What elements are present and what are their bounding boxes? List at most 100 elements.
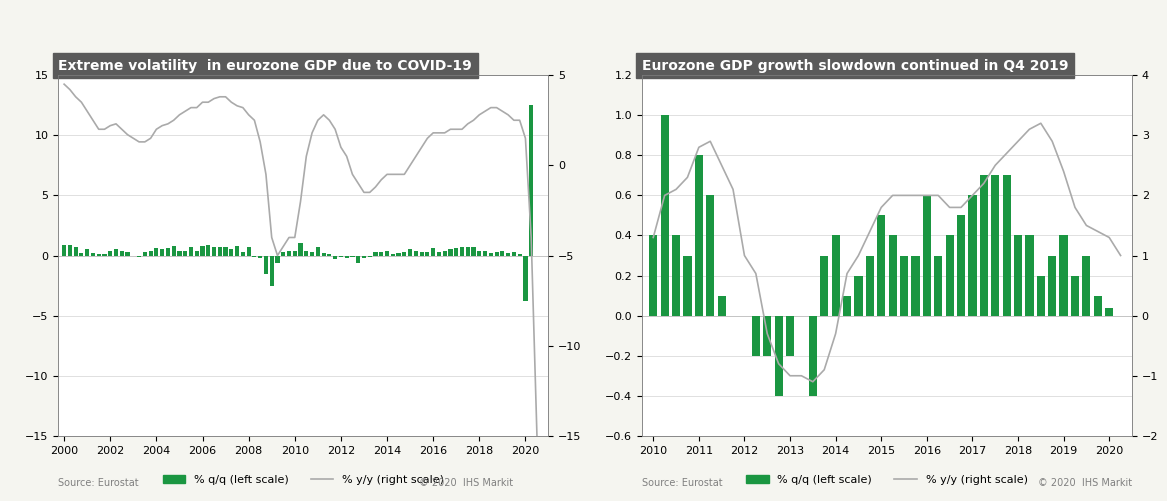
Bar — [379, 252, 383, 256]
Bar — [85, 249, 89, 256]
Bar — [752, 316, 760, 356]
Bar — [431, 248, 435, 256]
Bar — [68, 244, 72, 256]
Bar — [425, 252, 429, 256]
Bar — [489, 253, 492, 256]
Bar — [195, 250, 198, 256]
Bar — [109, 250, 112, 256]
Bar — [189, 247, 193, 256]
Bar — [166, 248, 170, 256]
Bar — [518, 255, 522, 256]
Bar — [305, 250, 308, 256]
Bar — [403, 252, 406, 256]
Bar — [911, 256, 920, 316]
Bar — [310, 252, 314, 256]
Bar — [957, 215, 965, 316]
Bar — [672, 235, 680, 316]
Bar — [62, 244, 67, 256]
Text: © 2020  IHS Markit: © 2020 IHS Markit — [419, 478, 513, 488]
Bar — [900, 256, 908, 316]
Bar — [212, 247, 216, 256]
Bar — [414, 250, 418, 256]
Bar — [148, 250, 153, 256]
Bar — [649, 235, 657, 316]
Bar — [160, 249, 165, 256]
Bar — [142, 252, 147, 256]
Bar — [512, 252, 516, 256]
Bar — [240, 252, 245, 256]
Bar — [408, 249, 412, 256]
Bar — [350, 256, 355, 257]
Bar — [385, 250, 389, 256]
Bar — [137, 256, 141, 257]
Bar — [436, 252, 441, 256]
Bar — [442, 250, 447, 256]
Bar — [177, 250, 182, 256]
Bar — [287, 250, 291, 256]
Legend: % q/q (left scale), % y/y (right scale): % q/q (left scale), % y/y (right scale) — [159, 470, 448, 489]
Bar — [923, 195, 931, 316]
Bar — [218, 247, 222, 256]
Bar — [785, 316, 794, 356]
Bar — [854, 276, 862, 316]
Bar — [866, 256, 874, 316]
Bar — [878, 215, 886, 316]
Bar — [264, 256, 268, 274]
Bar — [706, 195, 714, 316]
Bar — [1082, 256, 1090, 316]
Bar — [207, 244, 210, 256]
Bar — [448, 249, 453, 256]
Bar — [1105, 308, 1113, 316]
Bar — [258, 256, 263, 258]
Bar — [775, 316, 783, 396]
Bar — [281, 252, 285, 256]
Text: Eurozone GDP growth slowdown continued in Q4 2019: Eurozone GDP growth slowdown continued i… — [642, 59, 1068, 73]
Bar — [344, 256, 349, 258]
Bar — [718, 296, 726, 316]
Bar — [246, 247, 251, 256]
Bar — [843, 296, 851, 316]
Bar — [74, 247, 78, 256]
Bar — [114, 249, 118, 256]
Bar — [1048, 256, 1056, 316]
Bar — [477, 250, 481, 256]
Bar — [980, 175, 988, 316]
Bar — [120, 250, 124, 256]
Bar — [420, 252, 424, 256]
Bar — [97, 255, 100, 256]
Text: Source: Eurostat: Source: Eurostat — [642, 478, 722, 488]
Bar — [103, 255, 106, 256]
Bar — [91, 253, 95, 256]
Bar — [888, 235, 896, 316]
Bar — [356, 256, 361, 263]
Bar — [201, 246, 204, 256]
Bar — [832, 235, 840, 316]
Bar — [275, 256, 280, 263]
Bar — [529, 105, 533, 256]
Bar — [368, 256, 372, 257]
Text: Source: Eurostat: Source: Eurostat — [58, 478, 139, 488]
Bar — [235, 246, 239, 256]
Bar — [694, 155, 703, 316]
Bar — [1071, 276, 1079, 316]
Text: Extreme volatility  in eurozone GDP due to COVID-19: Extreme volatility in eurozone GDP due t… — [58, 59, 473, 73]
Bar — [172, 246, 176, 256]
Text: © 2020  IHS Markit: © 2020 IHS Markit — [1037, 478, 1132, 488]
Bar — [495, 252, 498, 256]
Bar — [763, 316, 771, 356]
Bar — [79, 253, 84, 256]
Bar — [252, 256, 257, 257]
Bar — [483, 250, 487, 256]
Bar — [322, 253, 326, 256]
Bar — [471, 247, 476, 256]
Bar — [460, 247, 464, 256]
Bar — [809, 316, 817, 396]
Bar — [293, 250, 296, 256]
Bar — [684, 256, 692, 316]
Bar — [661, 115, 669, 316]
Bar — [1036, 276, 1044, 316]
Bar — [362, 256, 366, 258]
Bar — [1093, 296, 1102, 316]
Bar — [991, 175, 999, 316]
Bar — [506, 253, 510, 256]
